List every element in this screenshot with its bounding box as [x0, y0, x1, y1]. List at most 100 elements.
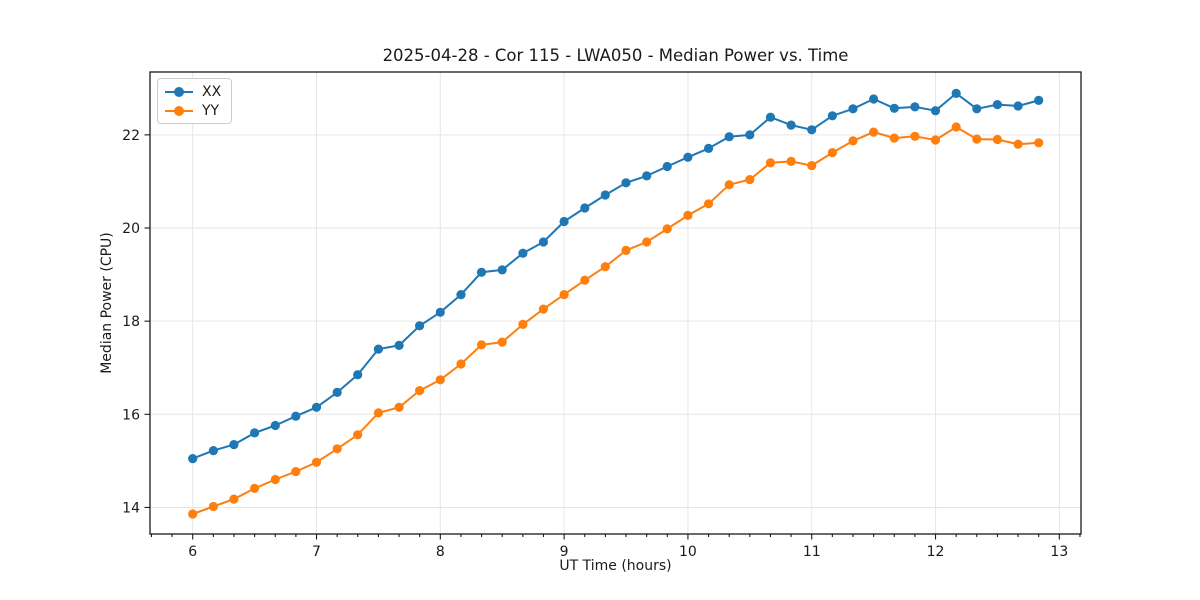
series-XX-marker [538, 237, 549, 247]
series-XX-marker [497, 265, 507, 275]
series-YY-marker [518, 319, 528, 329]
series-XX-marker [765, 112, 776, 122]
series-XX-marker [456, 290, 466, 300]
series-YY-marker [704, 199, 714, 209]
series-XX-marker [332, 387, 342, 397]
series-XX-marker [662, 161, 672, 172]
series-YY-marker [291, 467, 301, 477]
series-YY-marker [600, 262, 610, 272]
series-YY-marker [662, 224, 672, 234]
series-XX [188, 88, 1044, 464]
x-tick-label: 10 [679, 544, 697, 560]
series-YY-marker [1034, 138, 1044, 148]
series-XX-line [192, 92, 1039, 460]
series-YY-marker [250, 483, 260, 493]
series-XX-marker [642, 171, 652, 181]
tick-labels: 6 7 8 9 10 11 12 13 14 16 18 20 22 [122, 128, 1068, 560]
series-XX-marker [621, 178, 631, 188]
series-YY-marker [353, 430, 363, 440]
series-YY-marker [476, 340, 487, 350]
series-YY-marker [373, 408, 383, 418]
series-XX-marker [229, 440, 239, 450]
series-XX-marker [1034, 95, 1044, 105]
plot-spines [149, 71, 1082, 535]
series-XX-marker [270, 420, 280, 431]
legend-label-xx: XX [202, 83, 222, 100]
series-YY-marker [270, 474, 280, 485]
series-YY-marker [683, 210, 693, 220]
series-YY-marker [827, 148, 838, 158]
series-XX-marker [683, 152, 693, 162]
series-XX-marker [208, 446, 218, 456]
series-XX-marker [807, 125, 817, 135]
x-tick-label: 6 [188, 544, 197, 560]
chart-title: 2025-04-28 - Cor 115 - LWA050 - Median P… [382, 46, 849, 65]
y-tick-label: 14 [122, 500, 140, 516]
series-XX-marker [518, 248, 528, 258]
series-YY-marker [332, 444, 342, 454]
series-YY-marker [992, 134, 1003, 145]
series-XX-marker [1013, 101, 1023, 111]
series-XX-marker [951, 88, 961, 98]
series-YY-marker [538, 304, 549, 314]
series-YY-marker [724, 180, 734, 190]
legend-item-yy: YY [165, 102, 221, 119]
series-YY-marker [497, 337, 507, 347]
series-XX-marker [394, 340, 404, 350]
y-tick-label: 18 [122, 314, 140, 330]
series-XX-marker [889, 103, 899, 113]
series-YY-marker [435, 375, 445, 385]
x-tick-label: 7 [312, 544, 321, 560]
series-XX-marker [910, 102, 920, 112]
series-XX-marker [992, 100, 1003, 110]
series-YY-marker [188, 509, 198, 519]
legend-line-marker-icon [165, 86, 193, 97]
series-XX-marker [373, 344, 383, 354]
series-XX-marker [188, 454, 198, 464]
grid-lines [150, 72, 1081, 534]
legend-dot-xx [174, 86, 184, 97]
series-YY-marker [869, 127, 879, 137]
x-axis-label: UT Time (hours) [559, 558, 672, 574]
series-YY-marker [415, 386, 425, 396]
series-YY-marker [848, 136, 858, 146]
series-YY-marker [621, 245, 631, 255]
series-YY-marker [559, 290, 569, 300]
series-XX-marker [476, 267, 487, 277]
series-YY-marker [642, 237, 652, 247]
series-YY-marker [311, 457, 322, 467]
series-YY-marker [930, 135, 941, 145]
legend: XX YY [157, 78, 233, 124]
x-tick-label: 9 [560, 544, 569, 560]
series-XX-marker [827, 111, 838, 121]
x-tick-label: 12 [927, 544, 945, 560]
legend-dot-yy [174, 105, 184, 116]
series-YY-marker [889, 133, 899, 143]
series-YY-line [192, 126, 1039, 515]
x-tick-label: 8 [436, 544, 445, 560]
legend-item-xx: XX [165, 83, 221, 100]
series-YY [188, 122, 1044, 519]
y-axis-label: Median Power (CPU) [99, 232, 115, 374]
series-XX-marker [353, 370, 363, 380]
series-XX-marker [580, 203, 590, 213]
axis-ticks [144, 134, 1081, 540]
series-YY-marker [745, 175, 755, 185]
series-XX-marker [848, 104, 858, 114]
series-YY-marker [807, 161, 817, 171]
x-tick-label: 13 [1050, 544, 1068, 560]
series-XX-marker [930, 106, 941, 116]
x-tick-label: 11 [803, 544, 821, 560]
series-XX-marker [724, 132, 734, 142]
series-XX-marker [786, 120, 796, 130]
legend-label-yy: YY [202, 102, 220, 119]
series-XX-marker [311, 402, 322, 412]
series-XX-marker [600, 190, 610, 200]
y-tick-label: 16 [122, 407, 140, 423]
series-YY-marker [951, 122, 961, 132]
series-YY-marker [208, 501, 218, 512]
series-XX-marker [291, 411, 301, 421]
series-YY-marker [910, 131, 920, 141]
